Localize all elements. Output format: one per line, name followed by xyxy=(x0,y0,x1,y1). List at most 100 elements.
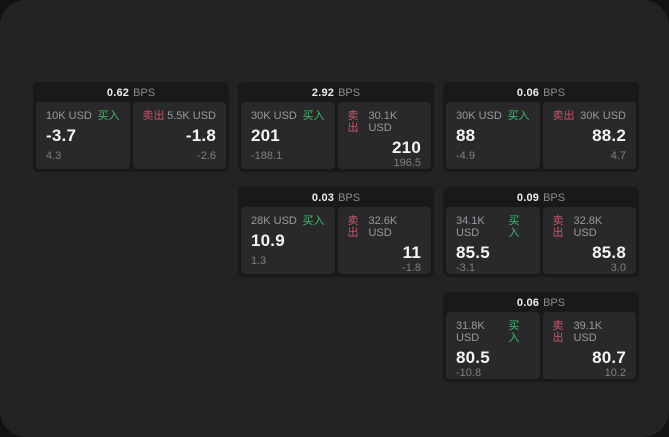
sell-change: -2.6 xyxy=(197,150,216,162)
spread-value: 0.62 xyxy=(106,87,130,99)
sell-tile[interactable]: 卖出 30.1K USD 210 196.5 xyxy=(337,102,431,169)
sell-label: 卖出 xyxy=(552,215,564,239)
quote-tiles: 31.8K USD 买入 80.5 -10.8 卖出 39.1K USD 80.… xyxy=(446,312,636,379)
buy-change: -188.1 xyxy=(251,150,283,162)
quote-tiles: 30K USD 买入 88 -4.9 卖出 30K USD 88.2 4.7 xyxy=(446,102,636,169)
buy-tile[interactable]: 30K USD 买入 88 -4.9 xyxy=(446,102,540,169)
sell-tile-header: 卖出 32.6K USD xyxy=(348,215,422,239)
sell-amount: 32.6K USD xyxy=(368,215,398,239)
buy-price: 80.5 xyxy=(456,348,490,367)
quote-card: 0.09 BPS 34.1K USD 买入 85.5 -3.1 卖出 32.8K… xyxy=(443,187,639,277)
quote-card: 0.06 BPS 30K USD 买入 88 -4.9 卖出 30K USD xyxy=(443,82,639,172)
sell-price: -1.8 xyxy=(185,126,216,145)
spread-unit: BPS xyxy=(543,192,566,204)
buy-price: 85.5 xyxy=(456,243,490,262)
buy-label: 买入 xyxy=(507,110,530,122)
buy-change: 1.3 xyxy=(251,255,267,267)
buy-amount: 34.1K USD xyxy=(456,215,485,239)
sell-label: 卖出 xyxy=(347,215,359,239)
sell-price: 80.7 xyxy=(592,348,626,367)
sell-tile[interactable]: 卖出 30K USD 88.2 4.7 xyxy=(542,102,636,169)
sell-change: -1.8 xyxy=(402,262,421,274)
buy-change: 4.3 xyxy=(46,150,62,162)
buy-label: 买入 xyxy=(97,110,120,122)
buy-tile-header: 34.1K USD 买入 xyxy=(456,215,530,239)
sell-tile[interactable]: 卖出 32.8K USD 85.8 3.0 xyxy=(542,207,636,274)
sell-label: 卖出 xyxy=(142,110,165,122)
quote-tiles: 34.1K USD 买入 85.5 -3.1 卖出 32.8K USD 85.8… xyxy=(446,207,636,274)
spread-value: 2.92 xyxy=(311,87,335,99)
buy-tile[interactable]: 31.8K USD 买入 80.5 -10.8 xyxy=(446,312,540,379)
spread-value: 0.06 xyxy=(516,87,540,99)
buy-amount: 31.8K USD xyxy=(456,320,485,344)
spread-header: 0.62 BPS xyxy=(36,85,226,102)
sell-change: 196.5 xyxy=(393,157,421,169)
spread-unit: BPS xyxy=(338,192,361,204)
buy-label: 买入 xyxy=(302,215,325,227)
spread-value: 0.03 xyxy=(311,192,335,204)
buy-change: -4.9 xyxy=(456,150,475,162)
buy-amount: 28K USD xyxy=(251,215,297,227)
spread-unit: BPS xyxy=(543,87,566,99)
sell-tile[interactable]: 卖出 39.1K USD 80.7 10.2 xyxy=(542,312,636,379)
buy-amount: 30K USD xyxy=(251,110,297,122)
spread-header: 0.09 BPS xyxy=(446,190,636,207)
buy-tile[interactable]: 34.1K USD 买入 85.5 -3.1 xyxy=(446,207,540,274)
sell-price: 210 xyxy=(392,138,421,157)
buy-label: 买入 xyxy=(508,215,520,239)
sell-change: 3.0 xyxy=(610,262,626,274)
quote-tiles: 30K USD 买入 201 -188.1 卖出 30.1K USD 210 1… xyxy=(241,102,431,169)
quote-card: 0.06 BPS 31.8K USD 买入 80.5 -10.8 卖出 39.1… xyxy=(443,292,639,382)
sell-label: 卖出 xyxy=(552,110,575,122)
buy-price: 201 xyxy=(251,126,280,145)
spread-header: 2.92 BPS xyxy=(241,85,431,102)
quote-card: 0.03 BPS 28K USD 买入 10.9 1.3 卖出 32.6K US… xyxy=(238,187,434,277)
sell-label: 卖出 xyxy=(552,320,564,344)
buy-amount: 10K USD xyxy=(46,110,92,122)
buy-tile-header: 10K USD 买入 xyxy=(46,110,120,122)
buy-tile[interactable]: 28K USD 买入 10.9 1.3 xyxy=(241,207,335,274)
quote-card: 2.92 BPS 30K USD 买入 201 -188.1 卖出 30.1K … xyxy=(238,82,434,172)
quote-tiles: 28K USD 买入 10.9 1.3 卖出 32.6K USD 11 -1.8 xyxy=(241,207,431,274)
sell-change: 4.7 xyxy=(610,150,626,162)
sell-tile-header: 卖出 30K USD xyxy=(553,110,627,122)
sell-tile-header: 卖出 5.5K USD xyxy=(143,110,217,122)
sell-tile[interactable]: 卖出 32.6K USD 11 -1.8 xyxy=(337,207,431,274)
buy-tile-header: 31.8K USD 买入 xyxy=(456,320,530,344)
buy-price: 88 xyxy=(456,126,476,145)
buy-label: 买入 xyxy=(302,110,325,122)
buy-tile[interactable]: 30K USD 买入 201 -188.1 xyxy=(241,102,335,169)
buy-change: -3.1 xyxy=(456,262,475,274)
buy-label: 买入 xyxy=(508,320,520,344)
sell-amount: 39.1K USD xyxy=(573,320,603,344)
buy-tile-header: 28K USD 买入 xyxy=(251,215,325,227)
buy-tile-header: 30K USD 买入 xyxy=(456,110,530,122)
buy-tile[interactable]: 10K USD 买入 -3.7 4.3 xyxy=(36,102,130,169)
spread-unit: BPS xyxy=(338,87,361,99)
sell-amount: 30.1K USD xyxy=(368,110,398,134)
sell-label: 卖出 xyxy=(347,110,359,134)
quote-tiles: 10K USD 买入 -3.7 4.3 卖出 5.5K USD -1.8 -2.… xyxy=(36,102,226,169)
sell-price: 11 xyxy=(402,243,421,262)
quote-card: 0.62 BPS 10K USD 买入 -3.7 4.3 卖出 5.5K USD xyxy=(33,82,229,172)
spread-value: 0.06 xyxy=(516,297,540,309)
sell-price: 85.8 xyxy=(592,243,626,262)
sell-amount: 5.5K USD xyxy=(167,110,216,122)
sell-amount: 32.8K USD xyxy=(573,215,603,239)
sell-tile-header: 卖出 32.8K USD xyxy=(553,215,627,239)
buy-price: 10.9 xyxy=(251,231,285,250)
spread-unit: BPS xyxy=(543,297,566,309)
sell-tile[interactable]: 卖出 5.5K USD -1.8 -2.6 xyxy=(132,102,226,169)
buy-tile-header: 30K USD 买入 xyxy=(251,110,325,122)
spread-header: 0.06 BPS xyxy=(446,85,636,102)
spread-value: 0.09 xyxy=(516,192,540,204)
spread-header: 0.06 BPS xyxy=(446,295,636,312)
buy-change: -10.8 xyxy=(456,367,482,379)
sell-tile-header: 卖出 30.1K USD xyxy=(348,110,422,134)
sell-tile-header: 卖出 39.1K USD xyxy=(553,320,627,344)
quote-cards-grid: 0.62 BPS 10K USD 买入 -3.7 4.3 卖出 5.5K USD xyxy=(33,82,639,382)
buy-amount: 30K USD xyxy=(456,110,502,122)
buy-price: -3.7 xyxy=(46,126,77,145)
spread-unit: BPS xyxy=(133,87,156,99)
